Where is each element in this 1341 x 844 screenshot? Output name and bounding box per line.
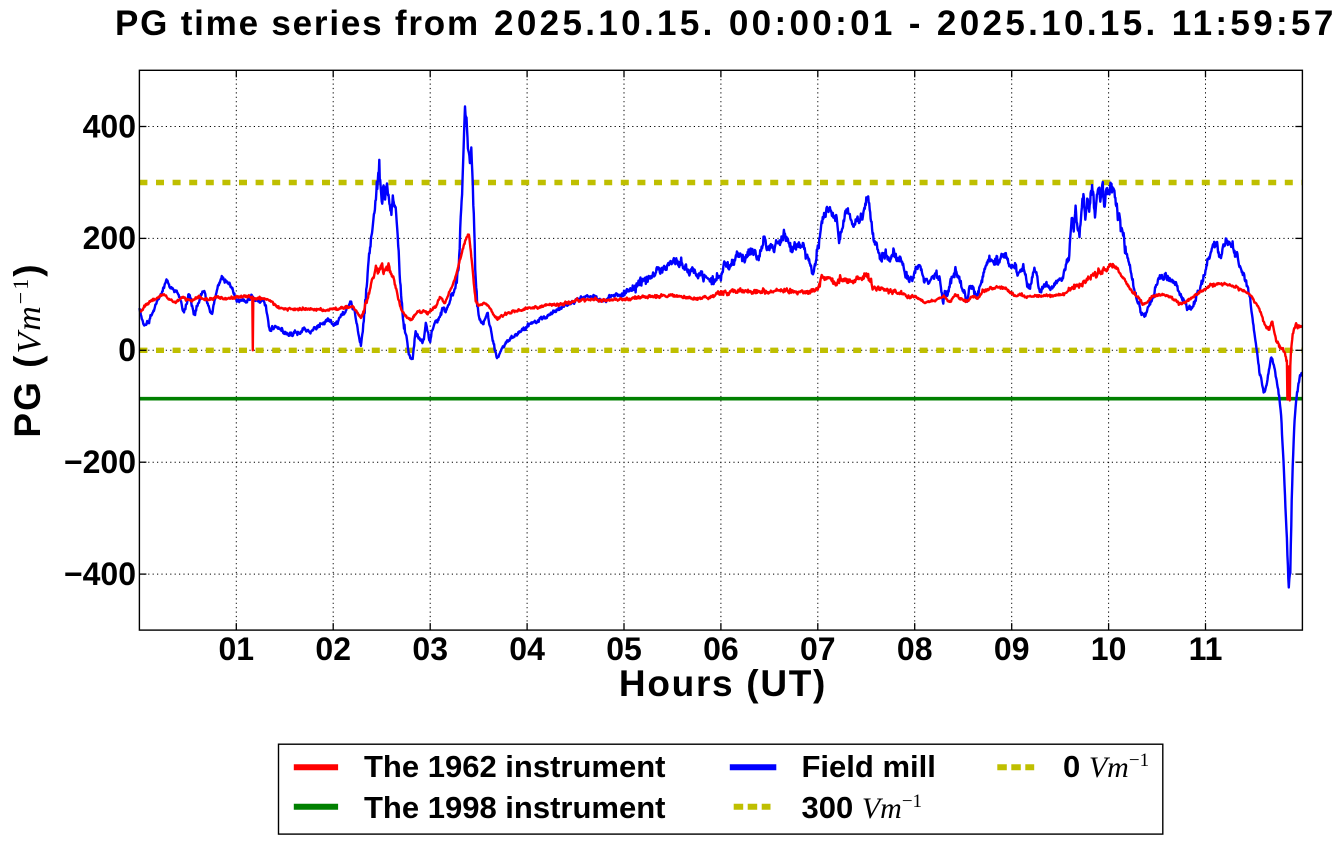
svg-text:PG (Vm−1): PG (Vm−1) — [7, 262, 48, 437]
svg-text:09: 09 — [994, 631, 1030, 667]
svg-text:2025.10.15. 00:00:01 - 2025.10: 2025.10.15. 00:00:01 - 2025.10.15. 11:59… — [494, 4, 1337, 43]
svg-text:−400: −400 — [64, 556, 136, 592]
svg-text:11: 11 — [1189, 631, 1223, 667]
svg-text:02: 02 — [315, 631, 351, 667]
svg-text:PG time series from: PG time series from — [115, 4, 480, 43]
svg-text:0: 0 — [118, 332, 136, 368]
svg-text:10: 10 — [1091, 631, 1127, 667]
svg-text:04: 04 — [509, 631, 545, 667]
svg-text:01: 01 — [219, 631, 255, 667]
svg-text:The 1962 instrument: The 1962 instrument — [364, 749, 665, 784]
svg-text:03: 03 — [412, 631, 448, 667]
svg-text:400: 400 — [83, 108, 136, 144]
svg-text:The 1998 instrument: The 1998 instrument — [364, 790, 665, 825]
svg-text:0 Vm−1: 0 Vm−1 — [1063, 749, 1149, 784]
svg-text:200: 200 — [83, 220, 136, 256]
svg-text:08: 08 — [897, 631, 933, 667]
svg-text:06: 06 — [703, 631, 739, 667]
svg-text:−200: −200 — [64, 444, 136, 480]
svg-text:07: 07 — [800, 631, 836, 667]
svg-text:05: 05 — [606, 631, 642, 667]
svg-text:Field mill: Field mill — [802, 749, 936, 784]
svg-text:Hours (UT): Hours (UT) — [619, 663, 827, 704]
